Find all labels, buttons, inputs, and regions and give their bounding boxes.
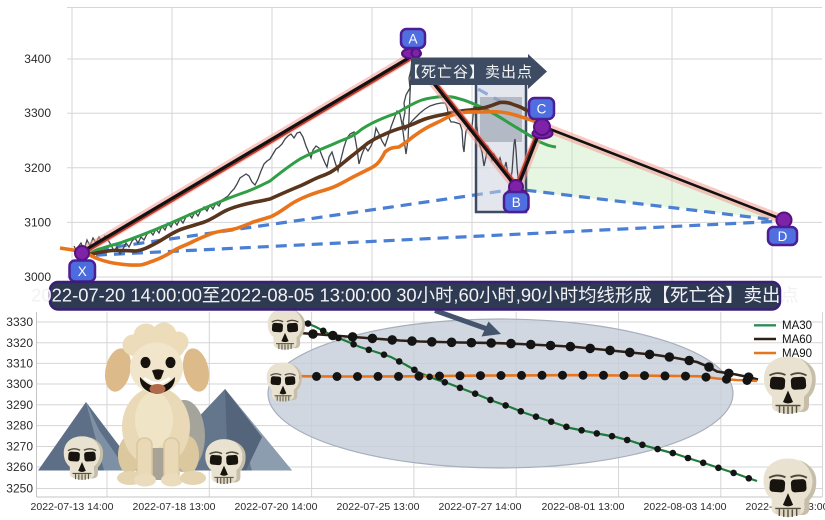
svg-text:2022-07-13 14:00: 2022-07-13 14:00: [31, 501, 114, 513]
svg-text:A: A: [408, 32, 417, 47]
svg-text:3320: 3320: [6, 336, 33, 350]
svg-text:3300: 3300: [24, 106, 51, 120]
svg-text:3000: 3000: [24, 270, 51, 284]
svg-text:3250: 3250: [6, 482, 33, 496]
svg-text:3290: 3290: [6, 398, 33, 412]
svg-text:2022-07-27 14:00: 2022-07-27 14:00: [439, 501, 522, 513]
svg-text:2022-07-20 14:00:00至2022-08-05: 2022-07-20 14:00:00至2022-08-05 13:00:00 …: [31, 285, 799, 306]
svg-text:2022-07-25 13:00: 2022-07-25 13:00: [337, 501, 420, 513]
svg-text:2022-08-03 14:00: 2022-08-03 14:00: [644, 501, 727, 513]
svg-text:3260: 3260: [6, 460, 33, 474]
svg-text:3270: 3270: [6, 440, 33, 454]
svg-text:3400: 3400: [24, 52, 51, 66]
svg-text:3200: 3200: [24, 161, 51, 175]
svg-text:D: D: [778, 229, 788, 244]
svg-text:2022-08-01 13:00: 2022-08-01 13:00: [542, 501, 625, 513]
svg-text:3330: 3330: [6, 315, 33, 329]
svg-text:C: C: [537, 102, 547, 117]
svg-text:2022-07-18 13:00: 2022-07-18 13:00: [133, 501, 216, 513]
svg-text:【死亡谷】卖出点: 【死亡谷】卖出点: [405, 64, 533, 81]
svg-text:MA60: MA60: [782, 334, 812, 346]
svg-text:3300: 3300: [6, 377, 33, 391]
svg-text:3310: 3310: [6, 356, 33, 370]
svg-text:2022-07-20 14:00: 2022-07-20 14:00: [235, 501, 318, 513]
svg-text:MA30: MA30: [782, 320, 812, 332]
svg-text:B: B: [512, 195, 521, 210]
svg-text:3280: 3280: [6, 419, 33, 433]
svg-text:X: X: [78, 264, 87, 279]
svg-text:3100: 3100: [24, 215, 51, 229]
